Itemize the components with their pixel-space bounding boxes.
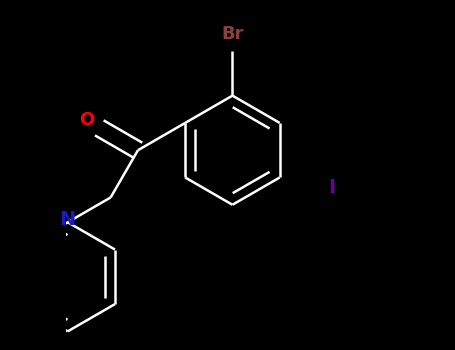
Text: I: I (328, 178, 335, 197)
Text: Br: Br (221, 25, 244, 43)
Text: O: O (79, 111, 95, 130)
Text: N: N (60, 210, 76, 229)
